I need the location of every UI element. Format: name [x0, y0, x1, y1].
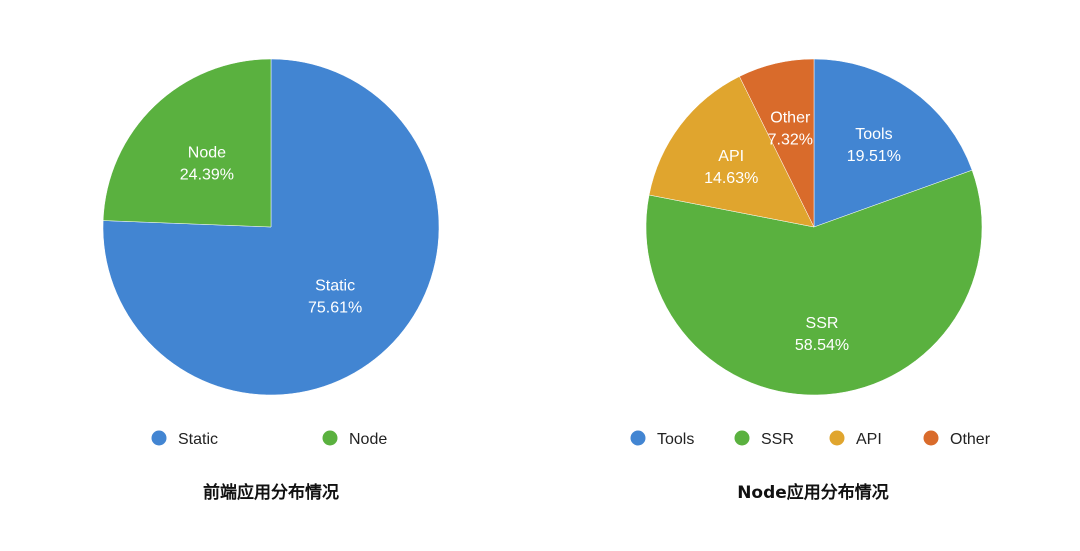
frontend-app-pie-svg: Static 75.61% Node 24.39% Static Node 前端应用分布…: [102, 58, 440, 503]
slice-percent-label: 58.54%: [795, 337, 849, 354]
slice-name-label: SSR: [806, 315, 839, 332]
node-app-pie-svg: Tools19.51%SSR58.54%API14.63%Other7.32% …: [630, 58, 991, 503]
legend-swatch-api: [829, 430, 845, 446]
legend-swatch-other: [923, 430, 939, 446]
pie-slice-other: [739, 58, 815, 228]
legend-label-node: Node: [349, 431, 387, 448]
legend-swatch-node: [322, 430, 338, 446]
slice-name-label: API: [718, 148, 744, 165]
node-app-pie-chart: Tools 19.51% SSR 58.54% API 14.63% Other 7.32% …: [540, 0, 1080, 551]
legend-swatch-tools: [630, 430, 646, 446]
frontend-app-pie-chart: Static 75.61% Node 24.39% Static Node 前端应用分布…: [102, 58, 440, 503]
slice-percent-label: 14.63%: [704, 170, 758, 187]
slice-name-label: Node: [188, 144, 226, 161]
slice-percent-label: 24.39%: [180, 166, 234, 183]
slice-name-label: Static: [315, 278, 355, 295]
legend-label-ssr: SSR: [761, 431, 794, 448]
chart-title: 前端应用分布情况: [203, 482, 339, 503]
legend-label-api: API: [856, 431, 882, 448]
chart-title: Node应用分布情况: [737, 482, 889, 503]
pie-slice-tools: [813, 58, 973, 228]
pie-slice-api: [648, 76, 815, 228]
slice-name-label: Tools: [855, 126, 892, 143]
legend-swatch-ssr: [734, 430, 750, 446]
legend-swatch-static: [151, 430, 167, 446]
pie-slice-ssr: [645, 169, 983, 396]
slice-percent-label: 19.51%: [847, 148, 901, 165]
legend-label-tools: Tools: [657, 431, 694, 448]
pie-slice-node: [102, 58, 272, 228]
legend-label-static: Static: [178, 431, 218, 448]
slice-percent-label: 75.61%: [308, 300, 362, 317]
slice-name-label: Other: [770, 110, 811, 127]
slice-percent-label: 7.32%: [768, 132, 813, 149]
pie-slice-static: [102, 58, 440, 396]
legend-label-other: Other: [950, 431, 991, 448]
